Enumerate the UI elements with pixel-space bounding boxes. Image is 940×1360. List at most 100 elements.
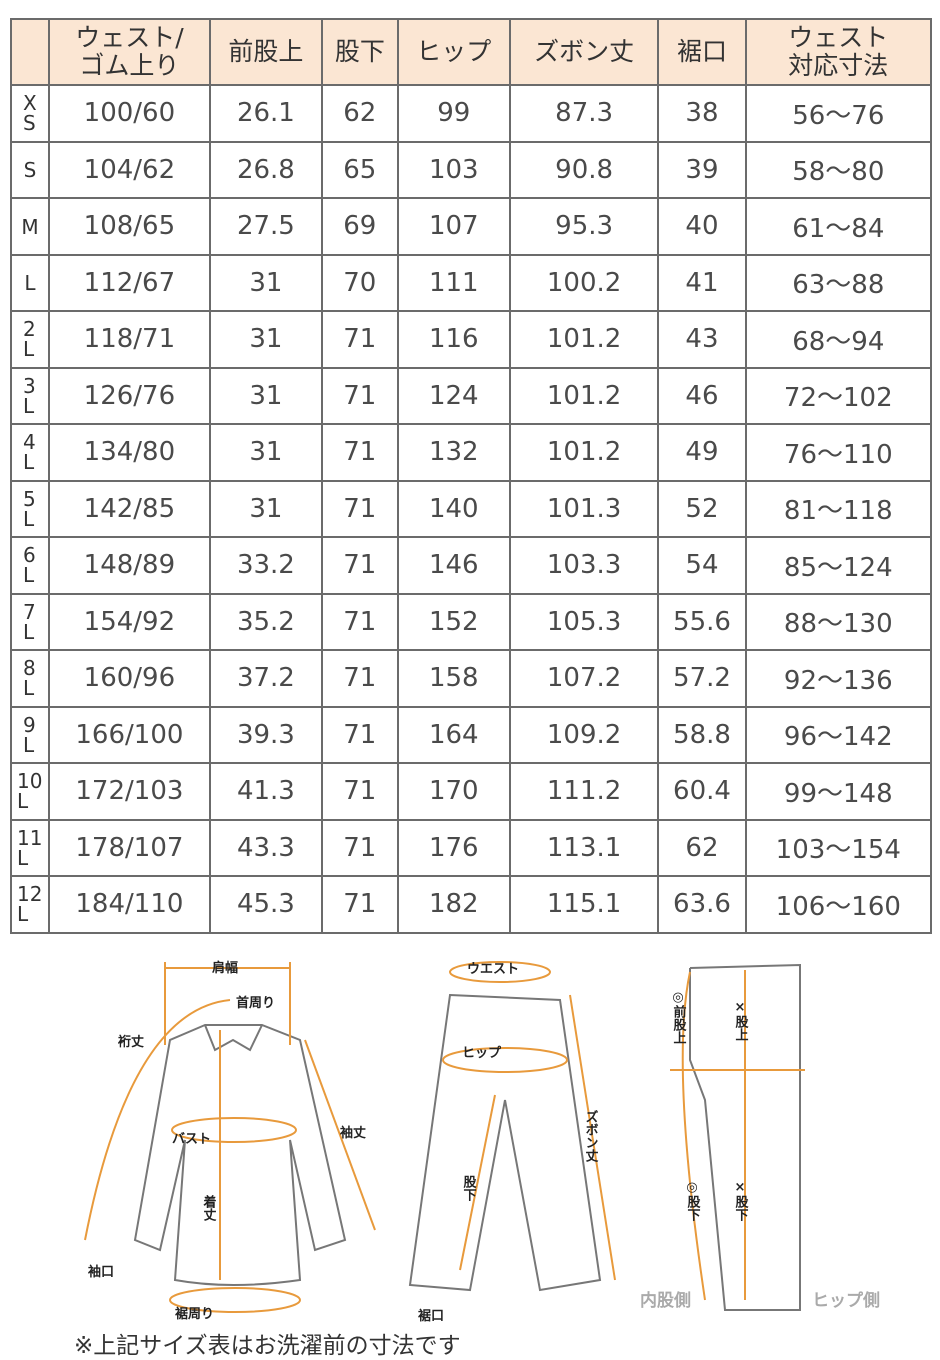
table-cell: 43.3 [208,818,323,877]
diagram-label: 股下 [461,1175,477,1202]
size-label: 12L [17,882,43,927]
table-cell: 172/103 [48,762,211,821]
table-cell: 71 [320,536,399,595]
column-header: 裾口 [657,18,747,86]
table-row: 10L 172/103 41.3 71 170 111.2 60.4 99～148 [10,762,933,821]
table-cell: 140 [396,479,511,538]
table-cell: 96～142 [744,705,933,764]
table-row: L 112/67 31 70 111 100.2 41 63～88 [10,253,933,312]
table-cell: 71 [320,310,399,369]
table-cell: 101.2 [508,423,660,482]
table-cell: 63～88 [744,253,933,312]
table-cell: 176 [396,818,511,877]
column-header: ヒップ [396,18,511,86]
diagram-label: ヒップ側 [812,1290,880,1311]
table-row: 12L 184/110 45.3 71 182 115.1 63.6 106～160 [10,875,933,934]
size-label: S [23,158,37,183]
diagram-label: 袖丈 [340,1125,366,1141]
table-cell: 111 [396,253,511,312]
size-cell: 11L [10,818,50,877]
size-label: XS [23,91,37,136]
side-outline [689,963,801,1311]
size-cell: 5L [10,479,50,538]
table-cell: 101.3 [508,479,660,538]
diagram-label: ウエスト [467,962,519,977]
table-cell: 71 [320,592,399,651]
table-cell: 160/96 [48,649,211,708]
size-label: 8L [23,656,36,701]
table-cell: 55.6 [657,592,747,651]
column-header: 股下 [320,18,399,86]
table-row: M 108/65 27.5 69 107 95.3 40 61～84 [10,197,933,256]
table-cell: 70 [320,253,399,312]
table-row: 9L 166/100 39.3 71 164 109.2 58.8 96～142 [10,705,933,764]
table-cell: 103 [396,140,511,199]
table-row: XS 100/60 26.1 62 99 87.3 38 56～76 [10,84,933,143]
diagram-label: 裾周り [175,1306,214,1322]
table-cell: 81～118 [744,479,933,538]
table-cell: 61～84 [744,197,933,256]
table-cell: 71 [320,479,399,538]
shirt-collar [204,1024,263,1052]
shirt-outline [133,1024,347,1286]
table-cell: 100/60 [48,84,211,143]
size-label: 10L [17,769,43,814]
size-cell: 2L [10,310,50,369]
table-row: 5L 142/85 31 71 140 101.3 52 81～118 [10,479,933,538]
table-cell: 118/71 [48,310,211,369]
table-cell: 37.2 [208,649,323,708]
size-cell: L [10,253,50,312]
table-cell: 100.2 [508,253,660,312]
table-cell: 39 [657,140,747,199]
table-cell: 111.2 [508,762,660,821]
table-cell: 38 [657,84,747,143]
table-row: 11L 178/107 43.3 71 176 113.1 62 103～154 [10,818,933,877]
diagram-label: ズボン丈 [583,1109,599,1163]
table-cell: 26.1 [208,84,323,143]
header-row: ウェスト/ ゴム上り 前股上 股下 ヒップ ズボン丈 裾口 ウェスト 対応寸法 [10,18,933,86]
table-cell: 109.2 [508,705,660,764]
table-cell: 146 [396,536,511,595]
size-table: ウェスト/ ゴム上り 前股上 股下 ヒップ ズボン丈 裾口 ウェスト 対応寸法 XS 100/… [10,18,933,934]
table-cell: 31 [208,253,323,312]
size-label: 2L [23,317,36,362]
table-cell: 58～80 [744,140,933,199]
table-cell: 71 [320,875,399,934]
size-label: 9L [23,712,36,757]
table-cell: 107 [396,197,511,256]
table-cell: 103～154 [744,818,933,877]
table-cell: 68～94 [744,310,933,369]
size-label: 4L [23,430,36,475]
table-cell: 76～110 [744,423,933,482]
table-cell: 45.3 [208,875,323,934]
table-cell: 164 [396,705,511,764]
table-cell: 69 [320,197,399,256]
table-cell: 49 [657,423,747,482]
column-header [10,18,50,86]
table-row: 2L 118/71 31 71 116 101.2 43 68～94 [10,310,933,369]
diagram-label: 裄丈 [117,1034,144,1050]
table-cell: 72～102 [744,366,933,425]
table-cell: 158 [396,649,511,708]
table-cell: 31 [208,310,323,369]
table-cell: 40 [657,197,747,256]
table-row: 4L 134/80 31 71 132 101.2 49 76～110 [10,423,933,482]
table-cell: 57.2 [657,649,747,708]
table-cell: 62 [320,84,399,143]
footnote: ※上記サイズ表はお洗濯前の寸法です [74,1333,461,1359]
size-cell: XS [10,84,50,143]
table-cell: 56～76 [744,84,933,143]
table-cell: 65 [320,140,399,199]
diagram-label: 肩幅 [212,960,238,976]
table-cell: 152 [396,592,511,651]
table-cell: 184/110 [48,875,211,934]
diagram-label: 裾口 [418,1308,444,1324]
table-cell: 148/89 [48,536,211,595]
table-cell: 126/76 [48,366,211,425]
table-row: 8L 160/96 37.2 71 158 107.2 57.2 92～136 [10,649,933,708]
table-cell: 108/65 [48,197,211,256]
table-cell: 43 [657,310,747,369]
table-cell: 71 [320,762,399,821]
table-cell: 27.5 [208,197,323,256]
